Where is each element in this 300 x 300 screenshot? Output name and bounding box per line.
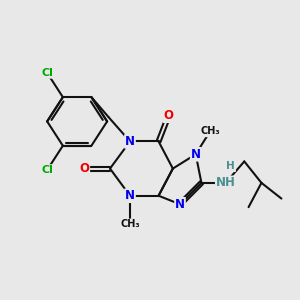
Text: O: O — [164, 109, 174, 122]
Text: Cl: Cl — [41, 68, 53, 78]
Text: N: N — [191, 148, 201, 161]
Text: H: H — [226, 161, 235, 171]
Text: N: N — [175, 198, 185, 211]
Text: CH₃: CH₃ — [200, 126, 220, 136]
Text: Cl: Cl — [41, 165, 53, 175]
Text: O: O — [79, 162, 89, 175]
Text: NH: NH — [216, 176, 236, 189]
Text: N: N — [125, 135, 135, 148]
Text: CH₃: CH₃ — [120, 219, 140, 229]
Text: N: N — [125, 189, 135, 202]
